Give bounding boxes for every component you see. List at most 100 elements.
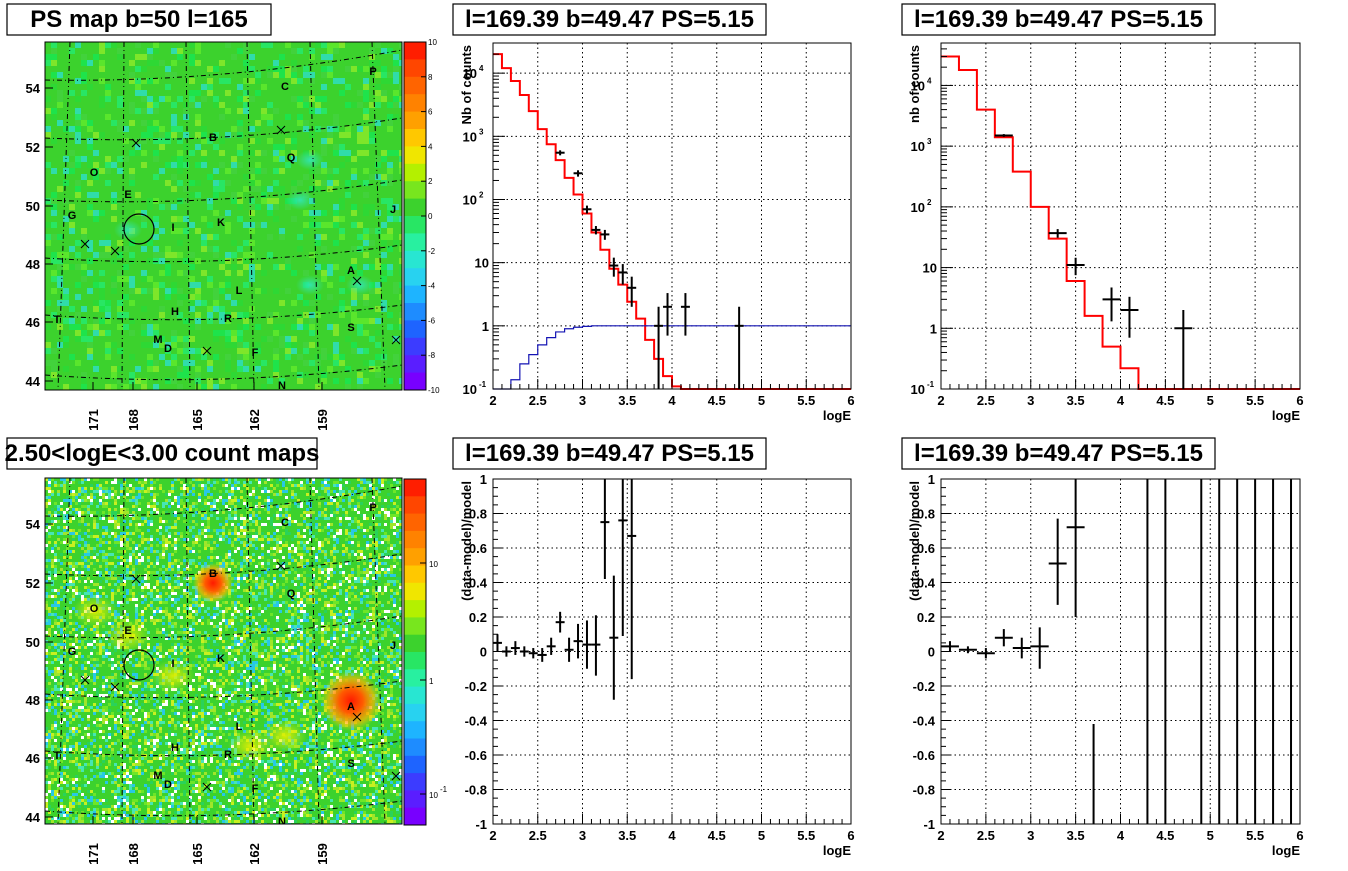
map-pixel [87, 565, 90, 568]
map-pixel [258, 511, 261, 514]
map-pixel [363, 300, 369, 306]
map-pixel [237, 330, 243, 336]
map-pixel [57, 607, 60, 610]
map-pixel [48, 541, 51, 544]
map-pixel [219, 282, 225, 288]
map-pixel [249, 496, 252, 499]
map-pixel [117, 589, 120, 592]
map-pixel [264, 535, 267, 538]
map-pixel [78, 499, 81, 502]
map-pixel [249, 562, 252, 565]
map-pixel [345, 601, 348, 604]
map-pixel [102, 526, 105, 529]
map-pixel [288, 517, 291, 520]
map-pixel [204, 502, 207, 505]
map-pixel [195, 523, 198, 526]
map-pixel [357, 318, 363, 324]
map-pixel [96, 511, 99, 514]
y-tick-label: -0.8 [465, 783, 487, 798]
map-pixel [87, 556, 90, 559]
map-pixel [171, 72, 177, 78]
map-pixel [57, 616, 60, 619]
map-pixel [75, 78, 81, 84]
map-pixel [231, 54, 237, 60]
map-pixel [282, 556, 285, 559]
map-pixel [291, 336, 297, 342]
map-pixel [381, 96, 387, 102]
map-pixel [153, 282, 159, 288]
map-pixel [60, 484, 63, 487]
map-pixel [267, 508, 270, 511]
map-pixel [351, 592, 354, 595]
map-pixel [222, 610, 225, 613]
map-pixel [45, 535, 48, 538]
map-pixel [126, 508, 129, 511]
map-pixel [366, 493, 369, 496]
map-pixel [105, 559, 108, 562]
map-pixel [300, 559, 303, 562]
map-pixel [75, 493, 78, 496]
map-pixel [129, 102, 135, 108]
map-pixel [384, 535, 387, 538]
map-pixel [390, 556, 393, 559]
map-pixel [69, 550, 72, 553]
map-pixel [333, 168, 339, 174]
map-pixel [321, 54, 327, 60]
map-pixel [126, 487, 129, 490]
map-pixel [54, 541, 57, 544]
map-pixel [369, 228, 375, 234]
map-pixel [93, 252, 99, 258]
map-pixel [81, 72, 87, 78]
map-pixel [66, 490, 69, 493]
map-pixel [381, 505, 384, 508]
map-pixel [123, 559, 126, 562]
map-pixel [333, 481, 336, 484]
map-pixel [285, 336, 291, 342]
map-pixel [57, 526, 60, 529]
map-pixel [126, 526, 129, 529]
map-pixel [129, 613, 132, 616]
map-pixel [153, 288, 159, 294]
x-tick-label: 3.5 [618, 828, 636, 843]
map-pixel [87, 499, 90, 502]
map-pixel [369, 132, 375, 138]
map-pixel [57, 270, 63, 276]
map-pixel [135, 514, 138, 517]
map-pixel [321, 234, 327, 240]
map-pixel [51, 252, 57, 258]
map-pixel [312, 493, 315, 496]
map-pixel [168, 559, 171, 562]
map-pixel [120, 541, 123, 544]
map-pixel [231, 604, 234, 607]
map-pixel [366, 568, 369, 571]
map-y-tick-label: 44 [26, 374, 41, 389]
map-pixel [345, 547, 348, 550]
map-pixel [150, 604, 153, 607]
map-pixel [171, 514, 174, 517]
map-pixel [156, 550, 159, 553]
map-pixel [279, 493, 282, 496]
map-pixel [384, 610, 387, 613]
map-pixel [285, 580, 288, 583]
map-blob [296, 150, 324, 170]
map-pixel [150, 505, 153, 508]
x-tick-label: 3.5 [1067, 828, 1085, 843]
map-pixel [189, 490, 192, 493]
map-pixel [333, 526, 336, 529]
map-pixel [270, 583, 273, 586]
map-pixel [81, 505, 84, 508]
map-pixel [276, 514, 279, 517]
map-pixel [267, 102, 273, 108]
map-pixel [180, 496, 183, 499]
map-pixel [75, 336, 81, 342]
map-pixel [252, 607, 255, 610]
map-pixel [120, 505, 123, 508]
map-pixel [72, 565, 75, 568]
map-pixel [45, 234, 51, 240]
map-pixel [303, 511, 306, 514]
map-pixel [153, 550, 156, 553]
map-pixel [321, 354, 327, 360]
map-pixel [195, 102, 201, 108]
map-pixel [114, 574, 117, 577]
map-pixel [135, 502, 138, 505]
